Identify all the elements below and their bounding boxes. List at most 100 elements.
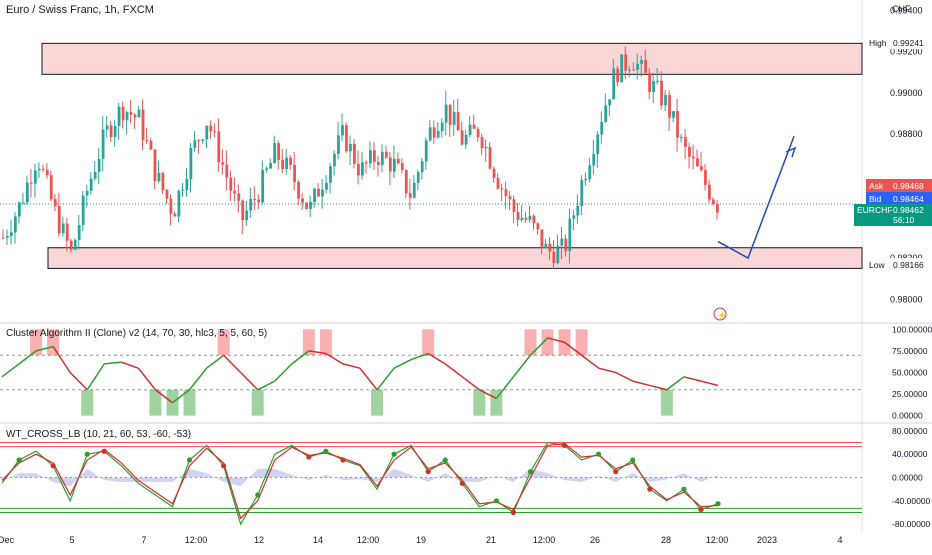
candle-body bbox=[341, 125, 344, 136]
cross-dot bbox=[647, 486, 653, 492]
oversold-highlight bbox=[166, 389, 179, 416]
candle-body bbox=[185, 178, 189, 191]
oversold-highlight bbox=[183, 389, 196, 416]
candle-body bbox=[592, 154, 596, 166]
candle-body bbox=[456, 112, 460, 131]
indicator2-diff-area bbox=[2, 468, 718, 487]
candle-body bbox=[53, 199, 57, 207]
candle-body bbox=[640, 60, 644, 64]
candle-body bbox=[488, 147, 492, 169]
cross-dot bbox=[596, 451, 602, 457]
candle-body bbox=[400, 163, 404, 170]
candle-body bbox=[205, 125, 209, 140]
candle-body bbox=[480, 137, 484, 149]
price-tick-label: 0.99000 bbox=[890, 88, 923, 98]
candle-body bbox=[696, 158, 699, 167]
candle-body bbox=[85, 190, 89, 196]
candle-body bbox=[109, 125, 113, 137]
overbought-highlight bbox=[524, 329, 537, 356]
candle-body bbox=[213, 131, 217, 133]
candle-body bbox=[209, 125, 213, 132]
last-symbol-label: EURCHF bbox=[857, 205, 892, 215]
overbought-highlight bbox=[302, 329, 315, 356]
indicator1-line-segment bbox=[461, 376, 480, 391]
indicator1-line-segment bbox=[188, 367, 208, 391]
indicator1-line-segment bbox=[308, 350, 327, 355]
time-axis-label: 12:00 bbox=[185, 535, 208, 545]
overbought-highlight bbox=[575, 329, 588, 356]
time-axis-label: 5 bbox=[69, 535, 74, 545]
indicator1-line-segment bbox=[564, 341, 583, 356]
candle-body bbox=[281, 159, 285, 170]
candle-body bbox=[81, 195, 85, 225]
candle-body bbox=[440, 122, 444, 132]
candle-body bbox=[428, 127, 432, 141]
candle-body bbox=[73, 239, 77, 250]
candle-body bbox=[101, 129, 105, 159]
candle-body bbox=[660, 80, 663, 106]
candle-body bbox=[676, 111, 679, 138]
candle-body bbox=[357, 163, 360, 176]
candle-body bbox=[17, 202, 21, 217]
candle-body bbox=[668, 94, 671, 118]
bid-box bbox=[866, 192, 932, 205]
candle-body bbox=[69, 240, 73, 250]
price-axis: CHF0.994000.992000.990000.988000.984000.… bbox=[854, 4, 932, 304]
indicator1-line-segment bbox=[700, 380, 719, 387]
candle-body bbox=[9, 232, 13, 237]
cross-dot bbox=[425, 469, 431, 475]
candle-body bbox=[229, 177, 233, 191]
candle-body bbox=[113, 125, 117, 137]
candle-body bbox=[305, 202, 308, 209]
candle-body bbox=[93, 171, 97, 179]
alert-icon bbox=[713, 307, 727, 321]
candle-body bbox=[181, 190, 185, 192]
candle-body bbox=[680, 137, 683, 139]
candle-body bbox=[584, 179, 588, 181]
candle-body bbox=[512, 199, 516, 212]
time-axis-label: 21 bbox=[486, 535, 496, 545]
candle-body bbox=[552, 251, 556, 264]
low-label: Low bbox=[869, 260, 885, 270]
zone-layer: ⚡ bbox=[0, 42, 863, 321]
indicator1-line-segment bbox=[274, 363, 293, 382]
candle-body bbox=[464, 134, 468, 145]
indicator1-line-segment bbox=[35, 345, 54, 352]
candle-body bbox=[648, 72, 651, 92]
support-zone bbox=[47, 247, 863, 269]
candle-body bbox=[197, 140, 201, 142]
cross-dot bbox=[442, 457, 448, 463]
low-value: 0.98166 bbox=[893, 260, 924, 270]
candle-body bbox=[520, 217, 524, 220]
projection-arrowhead bbox=[785, 146, 797, 158]
time-axis-label: 26 bbox=[590, 535, 600, 545]
candle-body bbox=[149, 140, 153, 150]
candle-body bbox=[153, 149, 157, 182]
candle-body bbox=[361, 162, 364, 176]
candle-body bbox=[636, 63, 640, 70]
candle-body bbox=[2, 237, 5, 239]
indicator1-line-segment bbox=[291, 350, 310, 365]
currency-label: CHF bbox=[892, 4, 911, 14]
candle-body bbox=[245, 210, 249, 221]
candle-body bbox=[628, 69, 632, 71]
last-price-value: 0.98462 bbox=[893, 205, 924, 215]
candle-body bbox=[349, 144, 352, 152]
candle-body bbox=[632, 69, 636, 71]
candle-body bbox=[133, 114, 137, 118]
indicator1-line-segment bbox=[342, 363, 361, 369]
ask-value: 0.98468 bbox=[893, 181, 924, 191]
alert-icon-glyph: ⚡ bbox=[717, 310, 727, 320]
indicator1-line-segment bbox=[223, 354, 242, 374]
candle-body bbox=[368, 150, 372, 164]
cross-dot bbox=[630, 457, 636, 463]
cross-dot bbox=[186, 457, 193, 463]
indicator1-line-segment bbox=[376, 367, 395, 391]
candle-body bbox=[125, 112, 129, 121]
time-axis-label: 12:00 bbox=[357, 535, 380, 545]
high-box bbox=[866, 36, 932, 50]
cross-dot bbox=[527, 469, 534, 475]
time-axis-label: Dec bbox=[0, 535, 14, 545]
overbought-highlight bbox=[541, 329, 554, 356]
